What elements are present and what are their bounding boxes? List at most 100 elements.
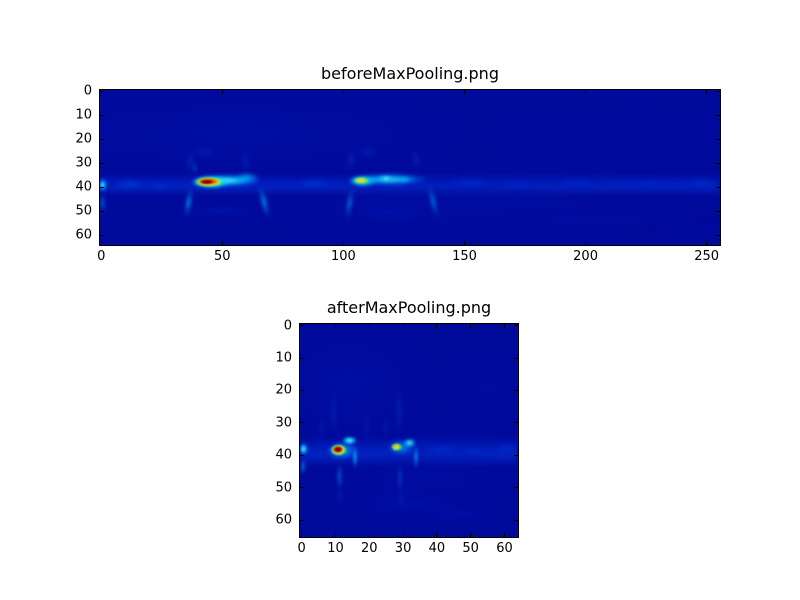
x-tick-mark xyxy=(221,241,223,245)
y-tick-mark xyxy=(514,325,518,327)
y-tick-mark xyxy=(300,357,304,359)
syllable2-up-streak xyxy=(395,385,402,438)
low-band xyxy=(345,497,468,514)
syllable2-right-leg xyxy=(425,183,441,218)
left-edge-blob xyxy=(300,442,308,455)
y-tick-mark xyxy=(300,487,304,489)
x-tick-mark xyxy=(368,324,370,328)
syllable1-right-streak xyxy=(351,444,359,470)
syllable1-up-streak xyxy=(318,414,324,441)
syllable2-right-blob xyxy=(402,438,416,449)
x-tick-mark xyxy=(706,90,708,94)
x-tick-mark xyxy=(334,324,336,328)
plot-title-before: beforeMaxPooling.png xyxy=(321,64,499,83)
y-tick-mark xyxy=(716,138,720,140)
y-tick-label: 30 xyxy=(75,155,92,171)
y-axis-before: 0 10 20 30 40 50 60 xyxy=(40,84,92,245)
x-tick-mark xyxy=(342,241,344,245)
y-tick-mark xyxy=(300,325,304,327)
band-mottle xyxy=(147,182,172,190)
syllable2-down-streak xyxy=(397,463,404,493)
y-tick-mark xyxy=(100,138,104,140)
syllable2-mid-blob xyxy=(396,176,412,183)
y-tick-mark xyxy=(716,186,720,188)
left-edge-tail xyxy=(300,458,307,476)
band-mottle xyxy=(687,178,717,187)
y-tick-mark xyxy=(100,210,104,212)
x-tick-mark xyxy=(585,90,587,94)
x-tick-mark xyxy=(100,90,102,94)
x-tick-label: 150 xyxy=(452,249,477,264)
y-tick-label: 20 xyxy=(275,382,292,398)
syllable1-hotspot-core xyxy=(200,179,213,184)
y-tick-label: 50 xyxy=(75,203,92,219)
low-streak xyxy=(398,487,404,508)
x-tick-label: 50 xyxy=(214,249,231,264)
syllable2-left-leg xyxy=(343,186,356,220)
syllable1-hotspot-glow xyxy=(189,175,231,189)
syllable2-dome-right xyxy=(410,147,422,172)
syllable1-dome-top xyxy=(194,147,217,158)
y-tick-mark xyxy=(716,210,720,212)
x-tick-mark xyxy=(368,533,370,537)
syllable2-halo xyxy=(386,438,415,457)
syllable1-dome-right xyxy=(240,148,251,171)
syllable2-mid-blob xyxy=(378,174,394,182)
x-tick-mark xyxy=(100,241,102,245)
y-tick-label: 30 xyxy=(275,415,292,431)
x-tick-mark xyxy=(470,324,472,328)
syllable1-halo xyxy=(326,441,359,461)
x-tick-mark xyxy=(334,533,336,537)
low-band xyxy=(500,212,719,225)
syllable1-upper-blob xyxy=(341,435,358,446)
y-tick-mark xyxy=(514,389,518,391)
x-tick-mark xyxy=(301,533,303,537)
syllable2-ridge xyxy=(349,173,430,186)
band-mottle xyxy=(556,178,596,187)
y-tick-mark xyxy=(716,114,720,116)
x-tick-mark xyxy=(706,241,708,245)
band-mottle xyxy=(626,180,671,188)
band-mottle xyxy=(294,179,334,189)
syllable1-subband xyxy=(173,205,271,218)
y-axis-after: 0 10 20 30 40 50 60 xyxy=(240,318,292,537)
y-tick-label: 60 xyxy=(75,227,92,243)
x-tick-mark xyxy=(503,324,505,328)
y-tick-mark xyxy=(100,162,104,164)
syllable1-ridge xyxy=(192,174,263,188)
heatmap-after xyxy=(299,323,519,538)
syllable2-dome-top xyxy=(356,147,379,158)
syllable2-right-streak xyxy=(412,443,419,470)
band-mottle xyxy=(457,445,491,456)
y-tick-mark xyxy=(514,519,518,521)
low-band xyxy=(646,223,720,233)
y-tick-label: 0 xyxy=(283,318,292,334)
syllable1-down-streak xyxy=(336,462,343,490)
x-tick-label: 250 xyxy=(694,249,720,264)
y-tick-label: 50 xyxy=(275,480,292,496)
x-tick-mark xyxy=(402,324,404,328)
syllable1-hotspot-core xyxy=(332,446,343,453)
syllable2-hotspot-yellow xyxy=(352,177,370,184)
syllable2-up-streak xyxy=(382,414,389,442)
syllable1-hotspot-yellow xyxy=(194,176,224,187)
y-tick-label: 40 xyxy=(275,447,292,463)
syllable1-wisp xyxy=(192,160,197,176)
left-edge-tail xyxy=(100,193,107,213)
y-tick-mark xyxy=(300,519,304,521)
syllable1-left-leg xyxy=(182,186,195,219)
syllable1-up-streak xyxy=(331,388,338,438)
x-tick-mark xyxy=(221,90,223,94)
y-tick-mark xyxy=(100,90,104,92)
syllable1-hotspot-yellow xyxy=(330,443,347,456)
syllable2-hotspot-glow xyxy=(348,175,378,188)
y-tick-mark xyxy=(716,90,720,92)
x-tick-label: 60 xyxy=(496,541,513,556)
x-tick-label: 20 xyxy=(361,541,378,556)
plot-title-after: afterMaxPooling.png xyxy=(326,298,492,317)
y-tick-mark xyxy=(716,162,720,164)
x-tick-label: 0 xyxy=(97,249,106,264)
y-tick-mark xyxy=(300,454,304,456)
low-streak xyxy=(337,486,343,506)
